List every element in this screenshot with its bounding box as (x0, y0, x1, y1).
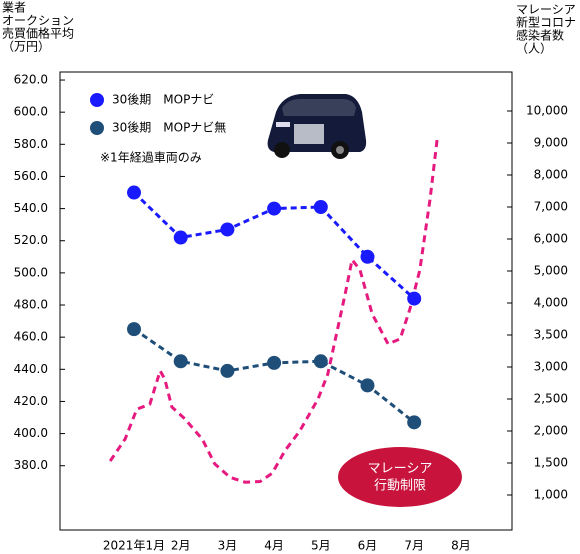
y-tick-label: 540.0 (14, 201, 48, 215)
x-tick-label: 8月 (451, 539, 471, 553)
x-tick-label: 5月 (311, 539, 331, 553)
plot-frame (59, 71, 513, 531)
annotation: 行動制限 (374, 479, 426, 494)
y2-tick-label: 1,000 (534, 488, 568, 502)
point (267, 355, 282, 370)
point (360, 378, 375, 393)
y-tick-label: 560.0 (14, 169, 48, 183)
point (313, 199, 328, 214)
y-axis-title: 業者 (2, 1, 26, 15)
y-tick-label: 600.0 (14, 105, 48, 119)
point (127, 322, 141, 337)
x-tick-label: 4月 (264, 539, 284, 553)
point (173, 354, 188, 369)
y2-tick-label: 3,500 (534, 328, 568, 342)
y2-axis-title: （人） (516, 42, 552, 56)
y-tick-label: 460.0 (14, 330, 48, 344)
annotation: マレーシア (368, 462, 433, 477)
y-axis-title: オークション (2, 14, 74, 28)
car-image (267, 94, 367, 159)
note: ※1年経過車両のみ (100, 151, 202, 165)
y-tick-label: 580.0 (14, 137, 48, 151)
point (360, 249, 375, 264)
point (267, 201, 282, 216)
y-axis-title: （万円） (2, 40, 50, 54)
y2-tick-label: 3,000 (534, 360, 568, 374)
x-tick-label: 2月 (171, 539, 191, 553)
y-axis-title: 売買価格平均 (2, 26, 74, 41)
y-tick-label: 620.0 (14, 73, 48, 87)
y2-axis-title: 感染者数 (516, 28, 564, 43)
y-tick-label: 420.0 (14, 394, 48, 408)
x-tick-label: 6月 (358, 539, 378, 553)
point (220, 222, 235, 237)
y-tick-label: 520.0 (14, 233, 48, 247)
y2-tick-label: 4,000 (534, 296, 568, 310)
point (173, 230, 188, 245)
y2-tick-label: 2,000 (534, 424, 568, 438)
y2-tick-label: 5,000 (534, 264, 568, 278)
y-tick-label: 380.0 (14, 458, 48, 472)
y2-axis-title: マレーシア (516, 3, 576, 17)
y-tick-label: 500.0 (14, 265, 48, 279)
y2-tick-label: 2,500 (534, 392, 568, 406)
y2-tick-label: 1,500 (534, 456, 568, 470)
y2-tick-label: 7,000 (534, 200, 568, 214)
legend-label: 30後期 MOPナビ (112, 93, 214, 107)
y-tick-label: 440.0 (14, 362, 48, 376)
y-tick-label: 480.0 (14, 298, 48, 312)
legend-marker (90, 121, 104, 135)
covid-line (108, 139, 439, 484)
x-tick-label: 3月 (218, 539, 238, 553)
legend-label: 30後期 MOPナビ無 (112, 120, 226, 135)
point (407, 415, 422, 430)
x-tick-label: 2021年1月 (103, 539, 165, 553)
y2-tick-label: 8,000 (534, 168, 568, 182)
y-tick-label: 400.0 (14, 426, 48, 440)
y2-tick-label: 6,000 (534, 232, 568, 246)
annotation-badge (338, 447, 462, 507)
point (407, 291, 422, 306)
point (313, 354, 328, 369)
legend-marker (90, 93, 104, 107)
point (220, 363, 235, 378)
x-tick-label: 7月 (404, 539, 424, 553)
series-line (133, 327, 416, 424)
point (127, 185, 141, 200)
y2-tick-label: 9,000 (534, 136, 568, 150)
y2-tick-label: 10,000 (526, 104, 568, 118)
y2-axis-title: 新型コロナ (516, 15, 576, 30)
